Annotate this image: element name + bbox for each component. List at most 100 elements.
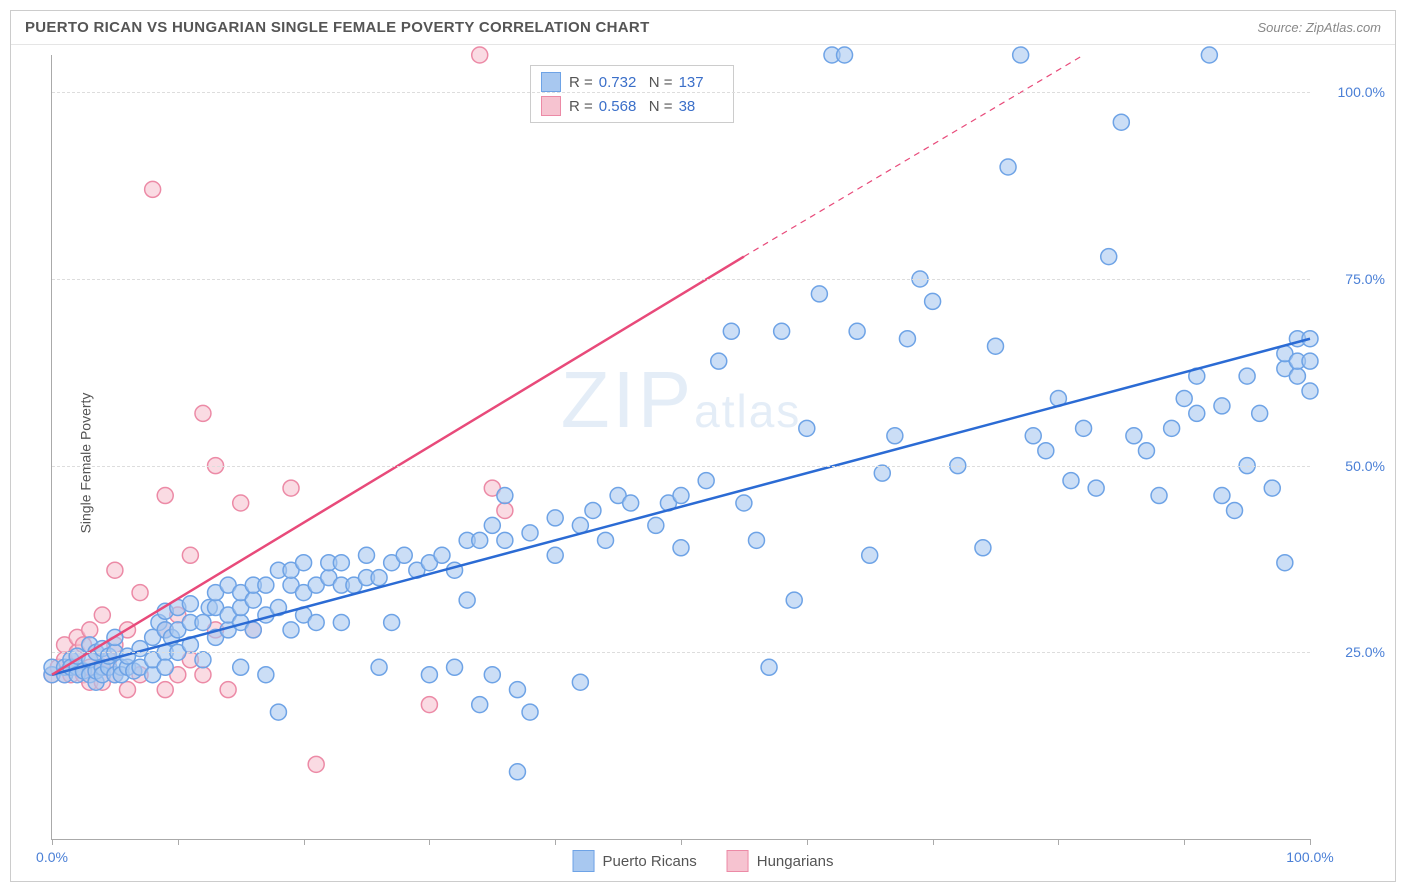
- data-point-puerto_ricans: [723, 323, 739, 339]
- legend-n-label-1: N =: [649, 74, 673, 91]
- data-point-hungarians: [94, 607, 110, 623]
- source-attribution: Source: ZipAtlas.com: [1257, 20, 1381, 35]
- data-point-hungarians: [182, 547, 198, 563]
- data-point-puerto_ricans: [1214, 488, 1230, 504]
- bottom-legend-label-1: Hungarians: [757, 853, 834, 870]
- bottom-legend: Puerto Ricans Hungarians: [573, 850, 834, 872]
- data-point-puerto_ricans: [308, 614, 324, 630]
- data-point-puerto_ricans: [1151, 488, 1167, 504]
- data-point-hungarians: [82, 622, 98, 638]
- bottom-legend-item-0: Puerto Ricans: [573, 850, 697, 872]
- bottom-legend-item-1: Hungarians: [727, 850, 834, 872]
- correlation-legend: R = 0.732 N = 137 R = 0.568 N = 38: [530, 65, 734, 123]
- correlation-chart: PUERTO RICAN VS HUNGARIAN SINGLE FEMALE …: [10, 10, 1396, 882]
- bottom-legend-swatch-0: [573, 850, 595, 872]
- legend-row-series1: R = 0.732 N = 137: [541, 70, 723, 94]
- xtick: [52, 839, 53, 845]
- legend-n-value-2: 38: [679, 98, 723, 115]
- data-point-puerto_ricans: [1302, 353, 1318, 369]
- gridline-h: [52, 466, 1310, 467]
- data-point-hungarians: [233, 495, 249, 511]
- data-point-puerto_ricans: [447, 659, 463, 675]
- ytick-label: 100.0%: [1338, 84, 1385, 100]
- data-point-puerto_ricans: [748, 532, 764, 548]
- ytick-label: 25.0%: [1345, 644, 1385, 660]
- data-point-puerto_ricans: [1201, 47, 1217, 63]
- data-point-puerto_ricans: [711, 353, 727, 369]
- legend-swatch-series2: [541, 96, 561, 116]
- data-point-puerto_ricans: [849, 323, 865, 339]
- data-point-puerto_ricans: [623, 495, 639, 511]
- data-point-puerto_ricans: [1264, 480, 1280, 496]
- data-point-puerto_ricans: [673, 540, 689, 556]
- data-point-puerto_ricans: [1239, 368, 1255, 384]
- data-point-puerto_ricans: [547, 510, 563, 526]
- xtick: [1184, 839, 1185, 845]
- data-point-puerto_ricans: [472, 697, 488, 713]
- data-point-puerto_ricans: [1302, 383, 1318, 399]
- xtick: [933, 839, 934, 845]
- data-point-puerto_ricans: [371, 659, 387, 675]
- data-point-puerto_ricans: [899, 331, 915, 347]
- data-point-puerto_ricans: [245, 622, 261, 638]
- xtick: [807, 839, 808, 845]
- data-point-puerto_ricans: [1038, 443, 1054, 459]
- data-point-puerto_ricans: [484, 517, 500, 533]
- data-point-hungarians: [308, 756, 324, 772]
- data-point-puerto_ricans: [497, 488, 513, 504]
- data-point-puerto_ricans: [673, 488, 689, 504]
- data-point-puerto_ricans: [484, 667, 500, 683]
- legend-n-value-1: 137: [679, 74, 723, 91]
- legend-r-label-2: R =: [569, 98, 593, 115]
- scatter-svg: [52, 55, 1310, 839]
- data-point-puerto_ricans: [245, 592, 261, 608]
- data-point-puerto_ricans: [459, 592, 475, 608]
- data-point-puerto_ricans: [736, 495, 752, 511]
- data-point-puerto_ricans: [1113, 114, 1129, 130]
- data-point-puerto_ricans: [874, 465, 890, 481]
- data-point-puerto_ricans: [258, 577, 274, 593]
- data-point-puerto_ricans: [497, 532, 513, 548]
- data-point-puerto_ricans: [1101, 249, 1117, 265]
- data-point-puerto_ricans: [182, 596, 198, 612]
- data-point-puerto_ricans: [648, 517, 664, 533]
- data-point-hungarians: [119, 682, 135, 698]
- bottom-legend-swatch-1: [727, 850, 749, 872]
- data-point-hungarians: [195, 405, 211, 421]
- data-point-puerto_ricans: [1076, 420, 1092, 436]
- data-point-puerto_ricans: [396, 547, 412, 563]
- xtick: [681, 839, 682, 845]
- data-point-puerto_ricans: [811, 286, 827, 302]
- xtick-label: 100.0%: [1286, 849, 1333, 865]
- data-point-puerto_ricans: [1013, 47, 1029, 63]
- xtick: [1310, 839, 1311, 845]
- xtick: [429, 839, 430, 845]
- data-point-hungarians: [132, 585, 148, 601]
- data-point-puerto_ricans: [270, 704, 286, 720]
- xtick: [555, 839, 556, 845]
- gridline-h: [52, 652, 1310, 653]
- data-point-puerto_ricans: [1063, 473, 1079, 489]
- data-point-puerto_ricans: [1164, 420, 1180, 436]
- data-point-puerto_ricans: [283, 622, 299, 638]
- data-point-puerto_ricans: [585, 502, 601, 518]
- data-point-hungarians: [497, 502, 513, 518]
- data-point-puerto_ricans: [509, 764, 525, 780]
- data-point-puerto_ricans: [975, 540, 991, 556]
- data-point-hungarians: [145, 181, 161, 197]
- trend-line: [744, 55, 1084, 257]
- data-point-puerto_ricans: [698, 473, 714, 489]
- xtick: [178, 839, 179, 845]
- legend-swatch-series1: [541, 72, 561, 92]
- gridline-h: [52, 279, 1310, 280]
- data-point-puerto_ricans: [1176, 390, 1192, 406]
- data-point-puerto_ricans: [1088, 480, 1104, 496]
- plot-wrapper: Single Female Poverty ZIPatlas R = 0.732…: [11, 45, 1395, 880]
- data-point-puerto_ricans: [434, 547, 450, 563]
- legend-r-label-1: R =: [569, 74, 593, 91]
- data-point-puerto_ricans: [371, 570, 387, 586]
- data-point-puerto_ricans: [333, 555, 349, 571]
- data-point-puerto_ricans: [1252, 405, 1268, 421]
- data-point-puerto_ricans: [837, 47, 853, 63]
- data-point-puerto_ricans: [296, 555, 312, 571]
